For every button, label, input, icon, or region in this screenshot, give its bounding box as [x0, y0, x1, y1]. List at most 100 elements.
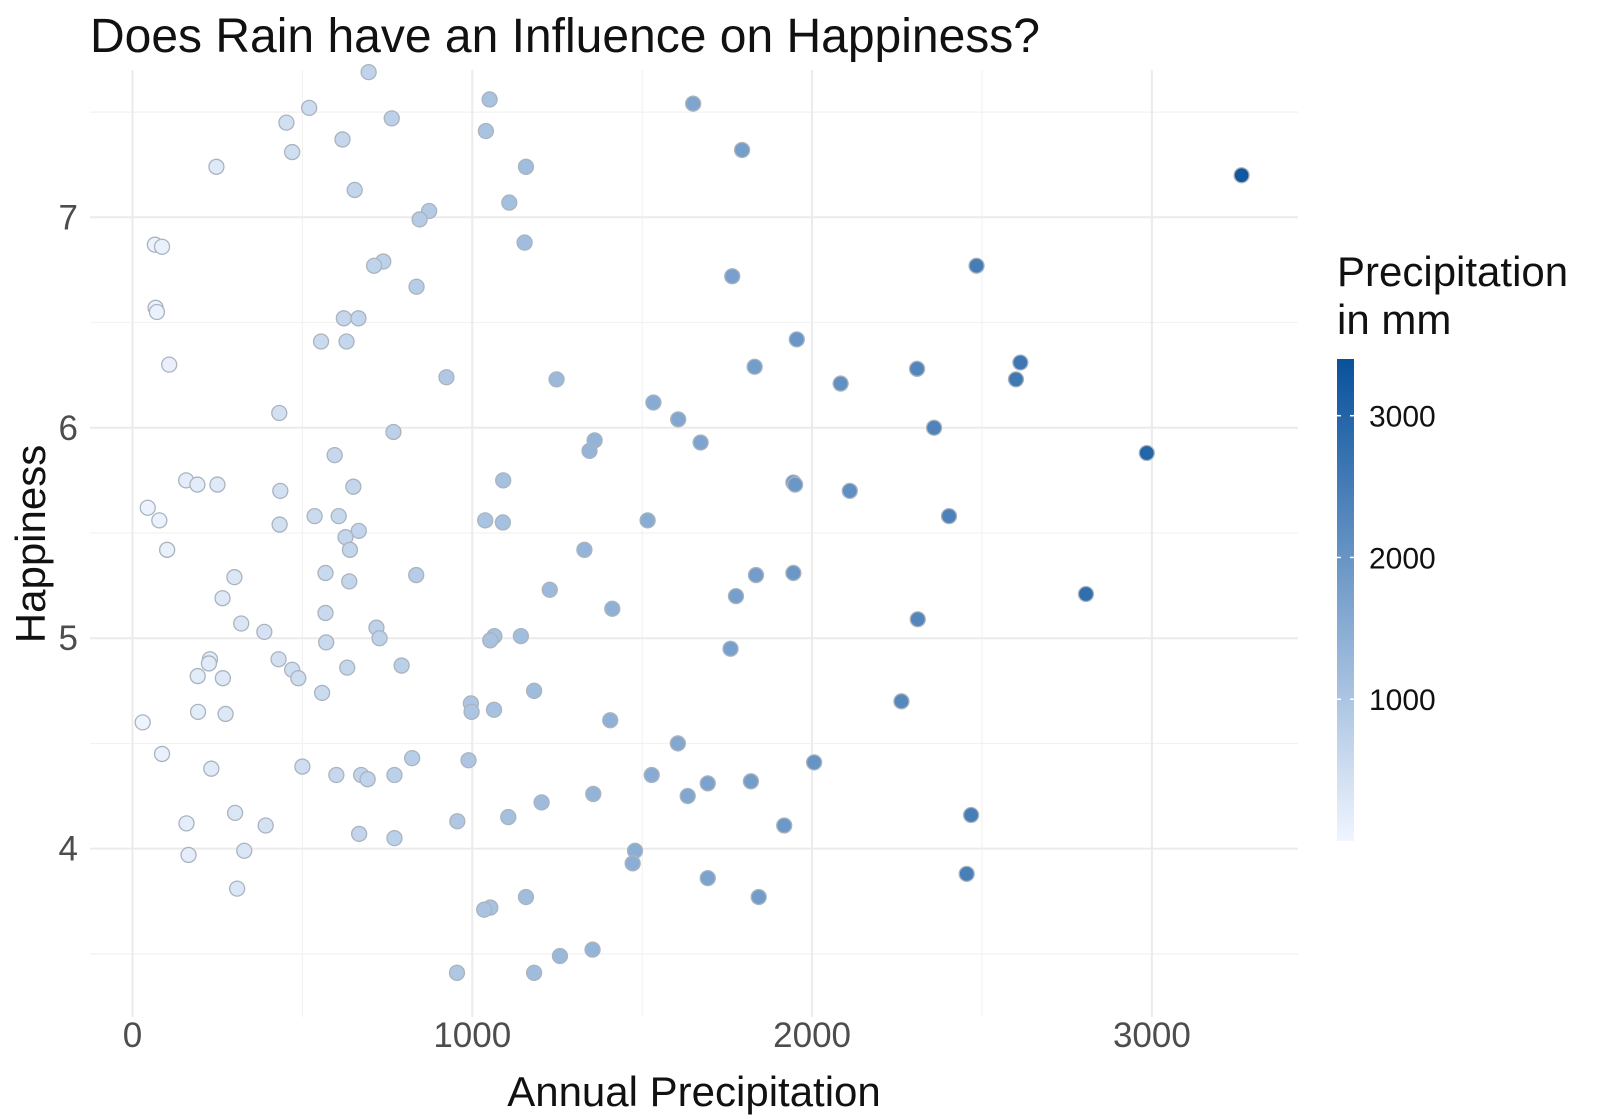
data-point	[692, 434, 709, 451]
data-point	[604, 600, 621, 617]
x-tick-label: 2000	[773, 1016, 851, 1055]
data-point	[724, 268, 741, 285]
y-axis-title: Happiness	[7, 445, 54, 643]
data-point	[746, 358, 763, 375]
data-point	[624, 855, 641, 872]
data-point	[180, 846, 197, 864]
data-point	[346, 181, 363, 199]
data-point	[501, 194, 518, 211]
data-point	[203, 760, 220, 777]
data-point	[338, 333, 355, 350]
data-point	[727, 587, 745, 605]
data-points	[134, 63, 1250, 981]
data-point	[226, 804, 244, 822]
data-point	[294, 758, 311, 775]
data-point	[317, 564, 334, 582]
data-point	[360, 63, 377, 81]
data-point	[788, 331, 805, 348]
data-point	[805, 754, 823, 771]
data-point	[494, 514, 512, 531]
data-point	[485, 701, 503, 718]
data-point	[371, 630, 388, 647]
data-point	[341, 573, 358, 590]
y-tick-label: 6	[59, 409, 78, 448]
data-point	[326, 446, 343, 464]
data-point	[643, 766, 660, 784]
data-point	[284, 143, 301, 161]
data-point	[385, 423, 402, 441]
data-point	[383, 110, 400, 127]
data-point	[500, 808, 517, 826]
data-point	[908, 360, 926, 377]
data-point	[581, 442, 598, 460]
data-point	[669, 735, 687, 752]
data-point	[386, 766, 403, 784]
data-point	[1077, 585, 1095, 603]
data-point	[699, 775, 716, 792]
x-axis-title: Annual Precipitation	[507, 1068, 881, 1115]
data-point	[306, 507, 323, 525]
data-point	[495, 472, 512, 489]
legend-title-line-2: in mm	[1337, 296, 1451, 343]
data-point	[747, 566, 765, 584]
data-point	[312, 333, 330, 350]
data-point	[517, 888, 535, 906]
data-point	[893, 693, 910, 710]
data-point	[151, 512, 168, 529]
data-point	[525, 682, 543, 699]
data-point	[189, 667, 206, 685]
data-point	[940, 507, 958, 525]
data-point	[161, 356, 178, 373]
data-point	[786, 476, 804, 493]
x-tick-label: 0	[123, 1016, 142, 1055]
legend-colorbar	[1337, 359, 1354, 841]
data-point	[341, 541, 359, 558]
data-point	[393, 657, 410, 674]
data-point	[750, 888, 767, 906]
data-point	[158, 541, 176, 558]
data-point	[463, 703, 480, 721]
data-point	[576, 541, 593, 558]
data-point	[639, 512, 656, 529]
data-point	[733, 141, 751, 159]
data-point	[236, 842, 253, 859]
y-tick-label: 5	[59, 619, 78, 658]
data-point	[270, 651, 287, 668]
data-point	[178, 815, 195, 832]
data-point	[832, 375, 849, 392]
data-point	[386, 829, 403, 847]
data-point	[200, 655, 218, 672]
x-tick-label: 3000	[1113, 1016, 1191, 1055]
data-point	[318, 634, 335, 651]
data-point	[512, 627, 530, 645]
data-point	[226, 569, 243, 586]
data-point	[189, 703, 207, 721]
data-point	[408, 566, 425, 584]
data-point	[365, 257, 383, 274]
data-point	[403, 750, 421, 767]
legend-tick-label: 2000	[1369, 542, 1436, 575]
data-point	[551, 947, 569, 965]
data-point	[909, 611, 926, 628]
data-point	[148, 303, 166, 321]
legend-tick-label: 1000	[1369, 684, 1436, 717]
data-point	[585, 785, 602, 803]
data-point	[350, 825, 368, 843]
data-point	[189, 476, 206, 493]
data-point	[271, 516, 288, 533]
data-point	[517, 158, 535, 175]
data-point	[328, 766, 345, 784]
data-point	[408, 278, 425, 295]
legend-ticks: 1000 2000 3000	[1337, 401, 1436, 717]
data-point	[334, 131, 351, 148]
data-point	[548, 371, 565, 388]
data-point	[330, 507, 347, 525]
data-point	[533, 794, 550, 811]
data-point	[685, 95, 702, 112]
data-point	[679, 787, 696, 805]
data-point	[541, 581, 558, 598]
data-point	[301, 99, 318, 117]
data-point	[411, 211, 428, 228]
data-point	[1007, 371, 1025, 388]
